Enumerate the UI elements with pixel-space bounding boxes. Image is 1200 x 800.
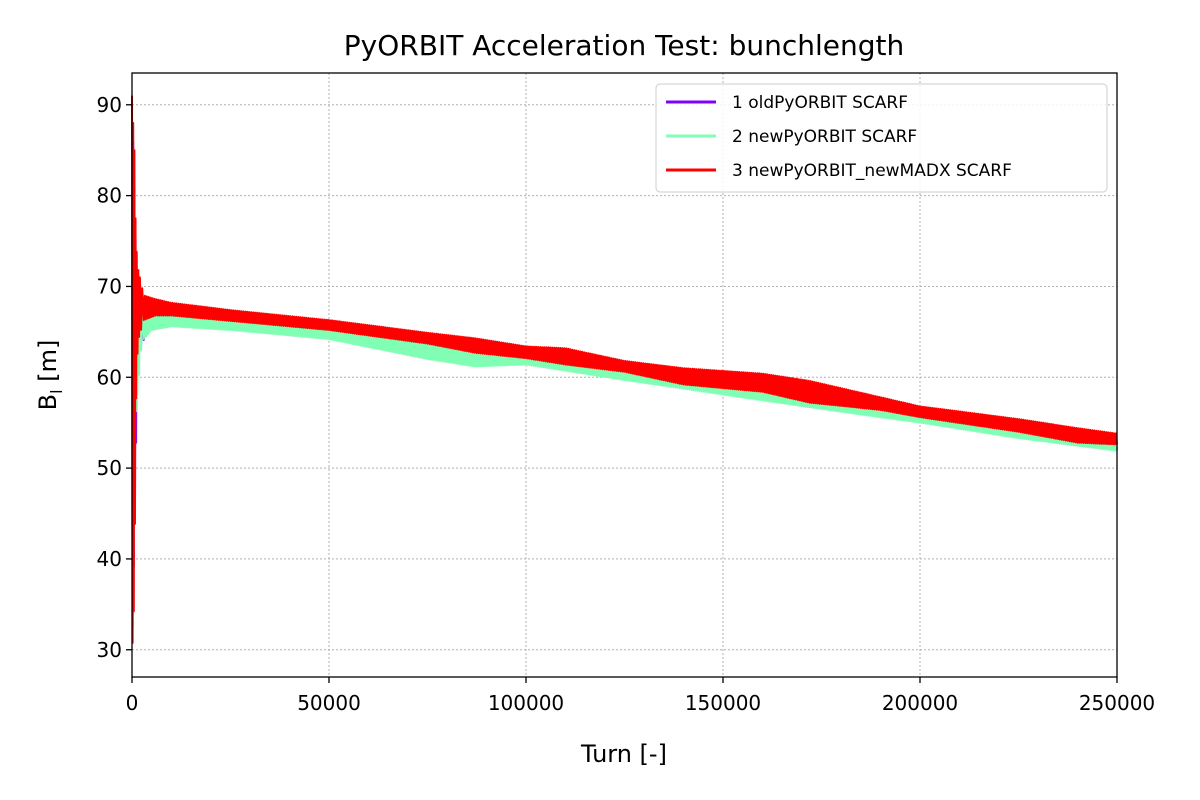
x-tick-label: 200000: [882, 691, 958, 715]
legend: 1 oldPyORBIT SCARF 2 newPyORBIT SCARF 3 ne…: [655, 83, 1108, 193]
legend-label-3: 3 newPyORBIT_newMADX SCARF: [732, 161, 1012, 181]
chart-title: PyORBIT Acceleration Test: bunchlength: [344, 29, 904, 62]
y-tick-label: 40: [97, 547, 122, 571]
x-tick-label: 150000: [685, 691, 761, 715]
x-tick-label: 50000: [297, 691, 361, 715]
x-axis-label: Turn [-]: [580, 740, 667, 768]
plot-area: [131, 95, 1118, 644]
legend-label-2: 2 newPyORBIT SCARF: [732, 127, 917, 147]
x-tick-label: 0: [126, 691, 139, 715]
y-tick-label: 60: [97, 365, 122, 389]
y-tick-label: 70: [97, 274, 122, 298]
y-tick-label: 90: [97, 93, 122, 117]
y-tick-label: 80: [97, 184, 122, 208]
series-line-3: [131, 95, 1118, 644]
axis-ticks: 0 50000 100000 150000 200000 250000 30 40 50 60 70…: [97, 93, 1156, 715]
legend-label-1: 1 oldPyORBIT SCARF: [732, 93, 908, 113]
y-tick-label: 30: [97, 638, 122, 662]
plot-frame: [131, 72, 1118, 678]
y-tick-label: 50: [97, 456, 122, 480]
y-axis-label: Bl [m]: [34, 340, 66, 411]
x-tick-label: 100000: [488, 691, 564, 715]
legend-box: [655, 83, 1108, 193]
x-tick-label: 250000: [1079, 691, 1155, 715]
